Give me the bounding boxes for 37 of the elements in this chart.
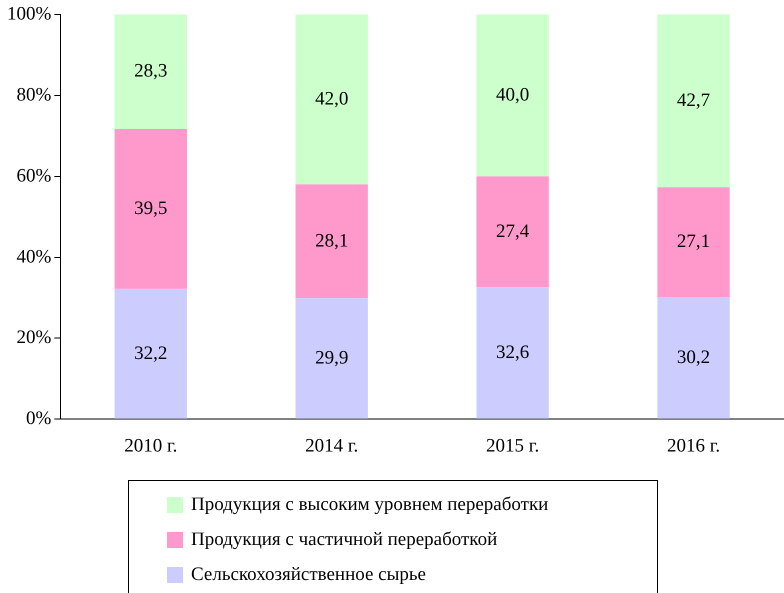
data-label: 32,6 [496, 342, 530, 363]
bar [114, 14, 187, 129]
bar [476, 287, 549, 419]
bar [114, 288, 187, 419]
y-tick-label: 0% [26, 408, 52, 430]
y-tick-label: 80% [16, 84, 52, 106]
data-label: 32,2 [134, 342, 168, 364]
data-label: 42,7 [676, 90, 710, 111]
data-label: 42,0 [315, 88, 348, 110]
bar [657, 296, 730, 419]
data-label: 30,2 [676, 346, 710, 368]
y-tick-label: 60% [16, 165, 52, 186]
y-tick-label: 40% [16, 246, 52, 268]
bar [114, 128, 187, 289]
data-label: 39,5 [134, 198, 168, 219]
data-label: 29,9 [315, 347, 348, 368]
x-tick-label: 2015 г. [486, 436, 540, 457]
bar [296, 184, 368, 298]
bar [657, 187, 730, 297]
x-tick-label: 2010 г. [124, 436, 178, 457]
y-tick-label: 100% [7, 3, 52, 24]
data-label: 27,4 [496, 220, 530, 242]
legend-label: Сельскохозяйственное сырье [191, 564, 426, 586]
legend-label: Продукция с частичной переработкой [191, 528, 498, 550]
data-label: 27,1 [676, 231, 710, 252]
y-tick-label: 20% [16, 327, 52, 348]
bar [657, 14, 730, 188]
x-tick-label: 2016 г. [666, 436, 720, 457]
data-label: 40,0 [496, 84, 530, 106]
bar [476, 14, 549, 176]
x-tick-label: 2014 г. [305, 436, 358, 457]
bar [296, 14, 368, 184]
legend-label: Продукция с высоким уровнем переработки [191, 494, 548, 516]
data-label: 28,1 [315, 230, 348, 252]
data-label: 28,3 [134, 60, 168, 82]
bar [476, 176, 549, 288]
bar [296, 298, 368, 419]
